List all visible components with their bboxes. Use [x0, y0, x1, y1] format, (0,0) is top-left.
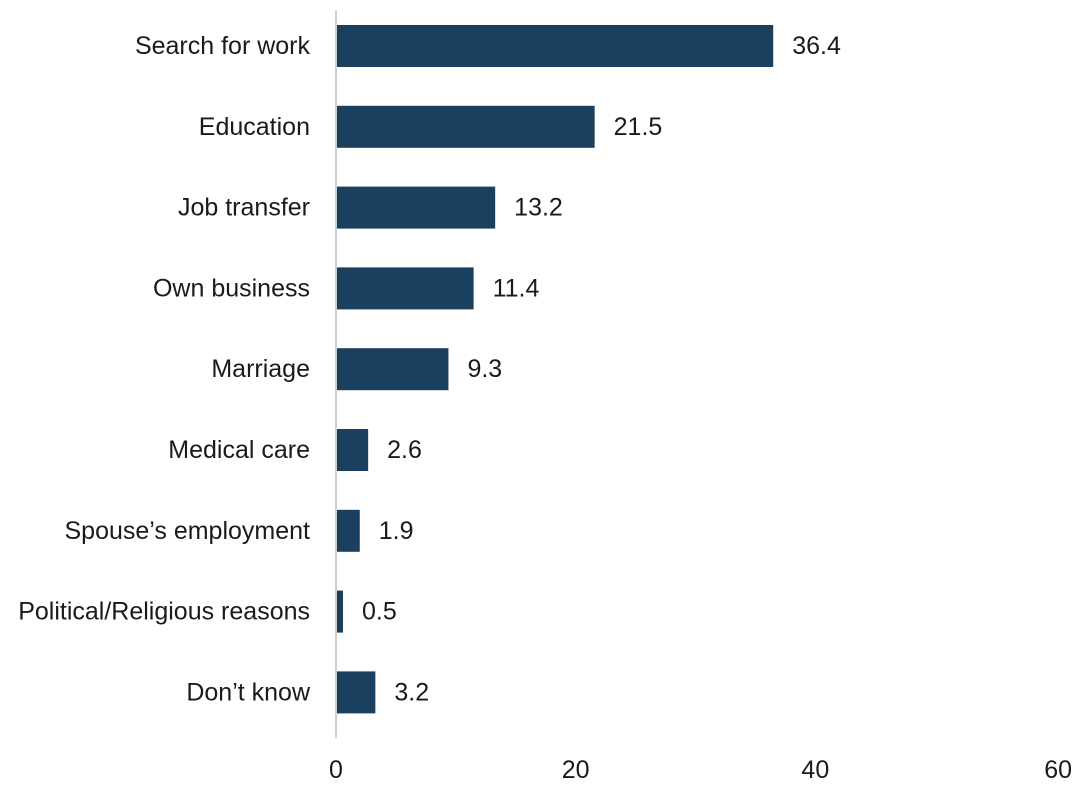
data-label: 9.3 [467, 355, 502, 383]
bar [337, 429, 369, 471]
bar [337, 590, 343, 633]
data-label: 3.2 [394, 678, 429, 706]
x-tick-label: 0 [329, 756, 343, 784]
bar [337, 105, 595, 148]
data-label: 1.9 [379, 517, 414, 545]
category-labels-group: Search for work Education Job transfer Own … [18, 32, 311, 706]
category-label: Spouse’s employment [64, 517, 310, 545]
data-label: 36.4 [792, 32, 841, 60]
category-label: Own business [153, 274, 310, 302]
category-label: Marriage [211, 355, 310, 383]
category-label: Job transfer [178, 194, 310, 222]
data-label: 0.5 [362, 598, 397, 626]
bar [337, 348, 449, 391]
x-tick-label: 40 [801, 756, 829, 784]
category-label: Medical care [168, 436, 310, 464]
data-label: 2.6 [387, 436, 422, 464]
bar [337, 671, 376, 714]
x-tick-label: 60 [1044, 756, 1072, 784]
bars-group [337, 25, 774, 714]
value-labels-group: 36.4 21.5 13.2 11.4 9.3 2.6 1.9 0.5 3.2 [362, 32, 841, 706]
bar [337, 267, 474, 310]
x-tick-labels-group: 0 20 40 60 [329, 756, 1072, 784]
category-label: Education [199, 113, 310, 141]
x-tick-label: 20 [562, 756, 590, 784]
bar [337, 186, 496, 229]
category-label: Search for work [135, 32, 311, 60]
bar [337, 25, 774, 67]
data-label: 21.5 [614, 113, 663, 141]
data-label: 11.4 [493, 274, 540, 302]
bar [337, 509, 360, 552]
data-label: 13.2 [514, 194, 563, 222]
category-label: Political/Religious reasons [18, 598, 310, 626]
category-label: Don’t know [186, 678, 311, 706]
